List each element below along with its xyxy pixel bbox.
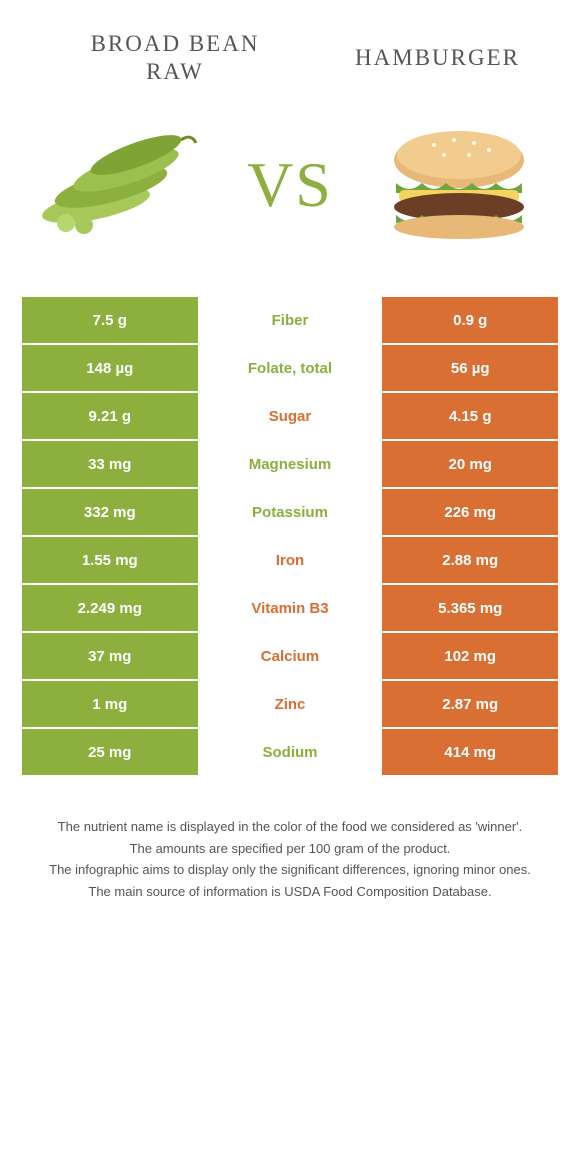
right-food-title: HAMBURGER <box>290 44 520 72</box>
nutrient-name-cell: Potassium <box>199 488 382 536</box>
left-value-cell: 148 µg <box>21 344 199 392</box>
table-row: 332 mgPotassium226 mg <box>21 488 559 536</box>
table-row: 25 mgSodium414 mg <box>21 728 559 776</box>
nutrient-name-cell: Iron <box>199 536 382 584</box>
header: BROAD BEAN RAW HAMBURGER <box>0 0 580 105</box>
table-row: 9.21 gSugar4.15 g <box>21 392 559 440</box>
left-title-line2: RAW <box>146 59 204 84</box>
left-value-cell: 1 mg <box>21 680 199 728</box>
nutrient-name-cell: Folate, total <box>199 344 382 392</box>
right-value-cell: 56 µg <box>381 344 559 392</box>
table-row: 2.249 mgVitamin B35.365 mg <box>21 584 559 632</box>
table-row: 1 mgZinc2.87 mg <box>21 680 559 728</box>
nutrient-name-cell: Sugar <box>199 392 382 440</box>
footer-line-2: The amounts are specified per 100 gram o… <box>40 839 540 859</box>
vs-label: VS <box>247 148 333 222</box>
nutrient-name-cell: Vitamin B3 <box>199 584 382 632</box>
nutrient-name-cell: Fiber <box>199 296 382 344</box>
broad-bean-image <box>36 115 206 255</box>
left-value-cell: 37 mg <box>21 632 199 680</box>
footer-line-3: The infographic aims to display only the… <box>40 860 540 880</box>
right-value-cell: 5.365 mg <box>381 584 559 632</box>
table-row: 7.5 gFiber0.9 g <box>21 296 559 344</box>
right-value-cell: 102 mg <box>381 632 559 680</box>
right-value-cell: 414 mg <box>381 728 559 776</box>
left-food-title: BROAD BEAN RAW <box>60 30 290 85</box>
left-value-cell: 7.5 g <box>21 296 199 344</box>
left-title-line1: BROAD BEAN <box>91 31 260 56</box>
right-value-cell: 4.15 g <box>381 392 559 440</box>
footer-line-1: The nutrient name is displayed in the co… <box>40 817 540 837</box>
hero-row: VS <box>0 105 580 295</box>
right-value-cell: 2.87 mg <box>381 680 559 728</box>
nutrient-name-cell: Calcium <box>199 632 382 680</box>
right-value-cell: 0.9 g <box>381 296 559 344</box>
left-value-cell: 33 mg <box>21 440 199 488</box>
right-value-cell: 226 mg <box>381 488 559 536</box>
footer-line-4: The main source of information is USDA F… <box>40 882 540 902</box>
nutrient-name-cell: Magnesium <box>199 440 382 488</box>
comparison-table: 7.5 gFiber0.9 g148 µgFolate, total56 µg9… <box>20 295 560 777</box>
table-row: 1.55 mgIron2.88 mg <box>21 536 559 584</box>
left-value-cell: 1.55 mg <box>21 536 199 584</box>
right-value-cell: 20 mg <box>381 440 559 488</box>
left-value-cell: 332 mg <box>21 488 199 536</box>
nutrient-name-cell: Sodium <box>199 728 382 776</box>
comparison-table-wrap: 7.5 gFiber0.9 g148 µgFolate, total56 µg9… <box>0 295 580 777</box>
table-row: 37 mgCalcium102 mg <box>21 632 559 680</box>
hamburger-image <box>374 115 544 255</box>
footer-notes: The nutrient name is displayed in the co… <box>0 777 580 923</box>
left-value-cell: 25 mg <box>21 728 199 776</box>
left-value-cell: 9.21 g <box>21 392 199 440</box>
nutrient-name-cell: Zinc <box>199 680 382 728</box>
left-value-cell: 2.249 mg <box>21 584 199 632</box>
right-value-cell: 2.88 mg <box>381 536 559 584</box>
table-row: 148 µgFolate, total56 µg <box>21 344 559 392</box>
table-row: 33 mgMagnesium20 mg <box>21 440 559 488</box>
